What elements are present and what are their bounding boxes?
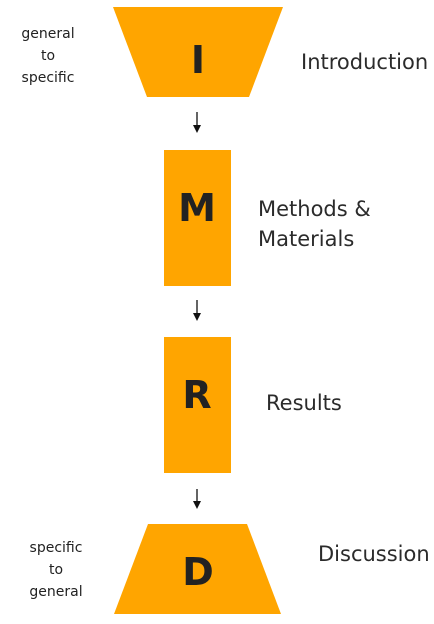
arrow-down-icon	[193, 112, 201, 133]
section-discussion: D Discussion	[114, 524, 430, 614]
top-note: general to specific	[21, 26, 74, 86]
bottom-note-line-3: general	[29, 584, 82, 600]
results-letter: R	[182, 373, 211, 417]
section-results: R Results	[164, 337, 342, 473]
bottom-note: specific to general	[29, 540, 82, 600]
top-note-line-1: general	[21, 26, 74, 42]
top-note-line-2: to	[41, 48, 55, 64]
discussion-letter: D	[182, 550, 214, 594]
arrow-down-icon	[193, 489, 201, 509]
results-label: Results	[266, 391, 342, 415]
section-introduction: I Introduction	[113, 7, 428, 97]
methods-label-line-1: Methods &	[258, 197, 371, 221]
methods-shape	[164, 150, 231, 286]
section-methods-materials: M Methods & Materials	[164, 150, 371, 286]
methods-letter: M	[178, 186, 216, 230]
arrow-down-icon	[193, 300, 201, 321]
introduction-label: Introduction	[301, 50, 428, 74]
methods-label-line-2: Materials	[258, 227, 354, 251]
discussion-shape	[114, 524, 281, 614]
bottom-note-line-2: to	[49, 562, 63, 578]
top-note-line-3: specific	[22, 70, 75, 86]
bottom-note-line-1: specific	[30, 540, 83, 556]
introduction-shape	[113, 7, 283, 97]
results-shape	[164, 337, 231, 473]
introduction-letter: I	[191, 38, 205, 82]
discussion-label: Discussion	[318, 542, 430, 566]
